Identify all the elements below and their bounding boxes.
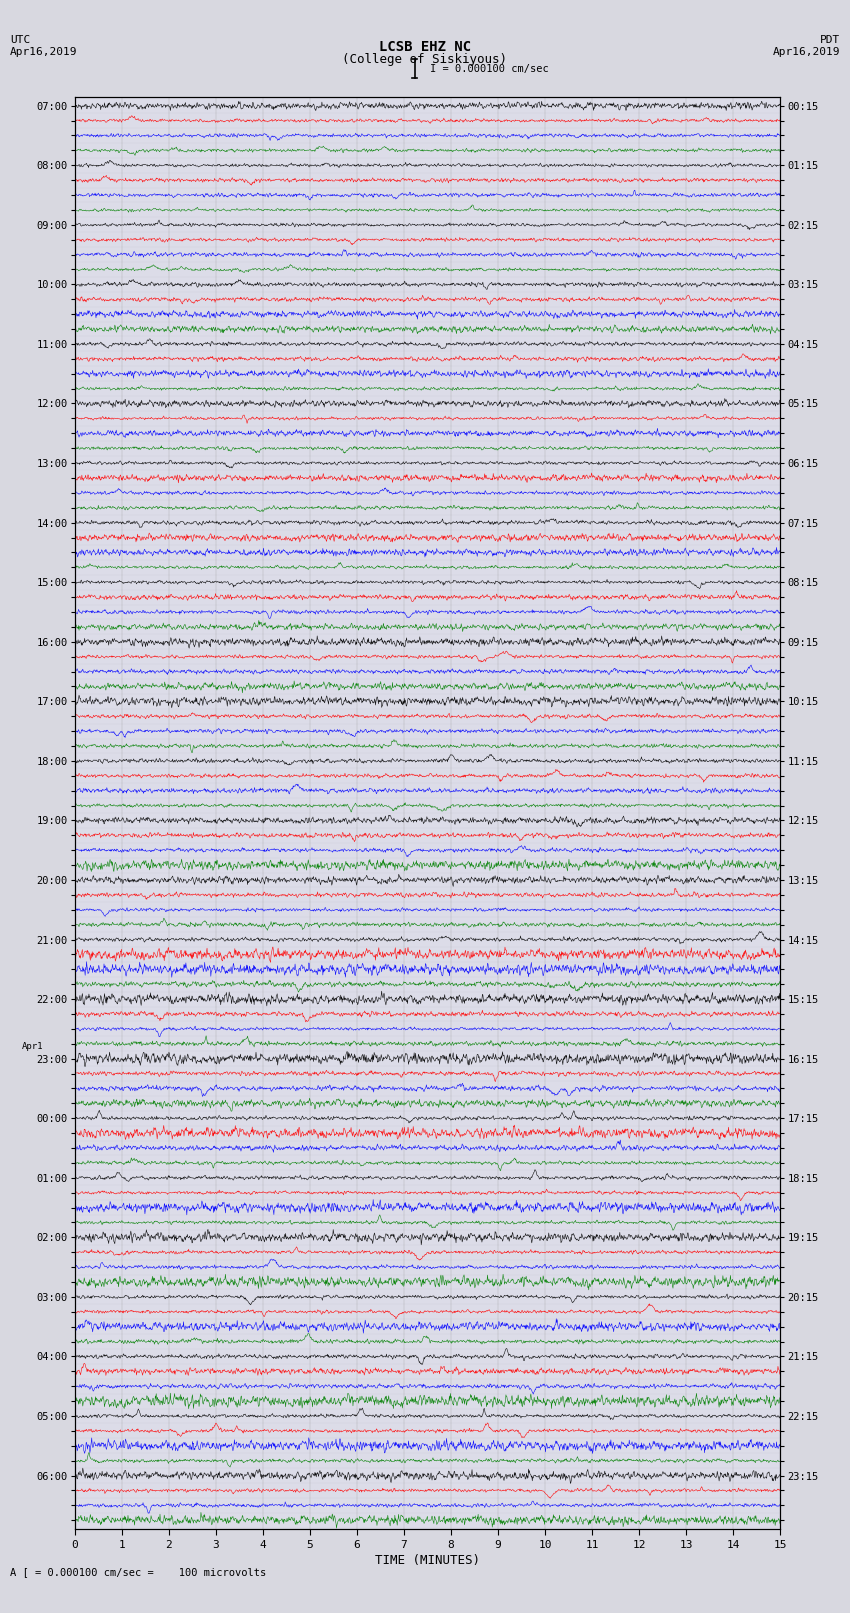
Text: (College of Siskiyous): (College of Siskiyous) xyxy=(343,53,507,66)
X-axis label: TIME (MINUTES): TIME (MINUTES) xyxy=(375,1553,480,1566)
Text: PDT: PDT xyxy=(819,35,840,45)
Text: UTC: UTC xyxy=(10,35,31,45)
Text: Apr1: Apr1 xyxy=(22,1042,43,1052)
Text: I = 0.000100 cm/sec: I = 0.000100 cm/sec xyxy=(430,63,549,74)
Text: LCSB EHZ NC: LCSB EHZ NC xyxy=(379,40,471,55)
Text: Apr16,2019: Apr16,2019 xyxy=(773,47,840,56)
Text: Apr16,2019: Apr16,2019 xyxy=(10,47,77,56)
Text: A [ = 0.000100 cm/sec =    100 microvolts: A [ = 0.000100 cm/sec = 100 microvolts xyxy=(10,1568,266,1578)
